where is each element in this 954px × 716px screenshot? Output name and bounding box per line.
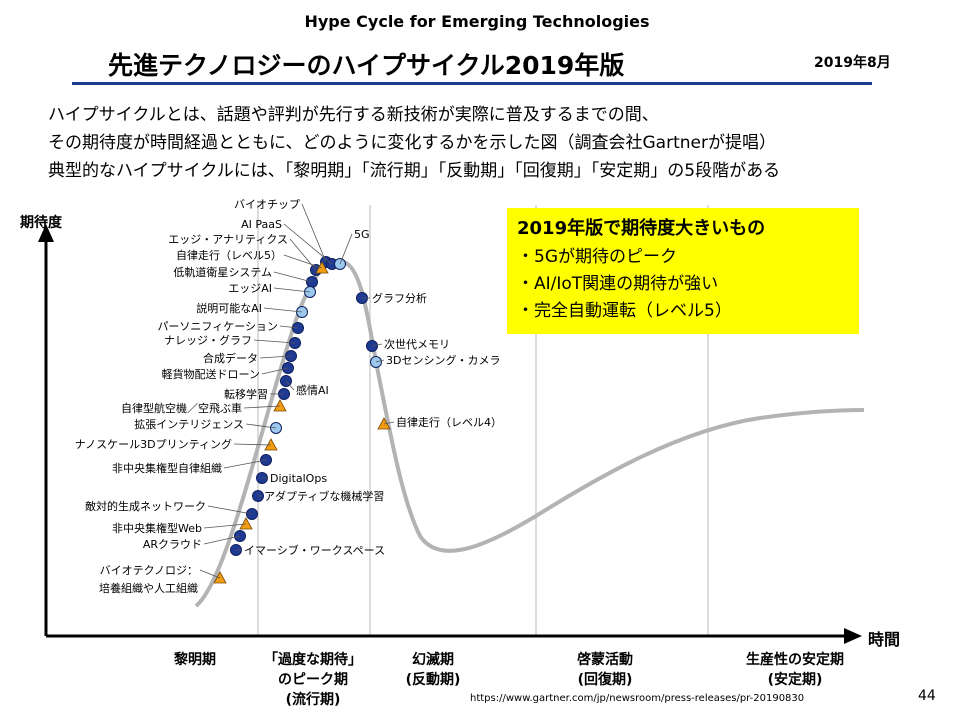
leader-line <box>203 535 241 545</box>
page-number: 44 <box>918 688 936 704</box>
tech-label: DigitalOps <box>270 472 327 485</box>
leader-line <box>233 443 272 446</box>
phase-innovation-trigger: 黎明期 <box>160 650 230 670</box>
title-underline <box>72 82 872 85</box>
tech-label: 自律走行（レベル4） <box>396 416 502 429</box>
leader-line <box>203 523 247 529</box>
page-title: 先進テクノロジーのハイプサイクル2019年版 <box>108 51 625 80</box>
tech-label: 低軌道衛星システム <box>173 265 272 279</box>
tech-label: 説明可能なAI <box>196 301 262 315</box>
phase-slope: 啓蒙活動 (回復期) <box>560 650 650 690</box>
tech-label: ARクラウド <box>143 538 202 551</box>
tech-label: アダプティブな機械学習 <box>264 489 384 503</box>
leader-line <box>339 233 353 265</box>
tech-marker-triangle <box>213 571 227 584</box>
phase-3-line-1: 幻滅期 <box>412 652 454 668</box>
tech-label: エッジ・アナリティクス <box>168 233 288 246</box>
tech-label: 敵対的生成ネットワーク <box>85 499 206 513</box>
tech-label: グラフ分析 <box>372 291 427 305</box>
tech-label: 非中央集権型自律組織 <box>112 461 222 475</box>
leader-line <box>223 459 267 469</box>
tech-label: 5G <box>354 228 370 241</box>
leader-line <box>243 405 281 409</box>
phase-plateau: 生産性の安定期 (安定期) <box>720 650 870 690</box>
leader-line <box>273 271 313 283</box>
phase-trough: 幻滅期 (反動期) <box>388 650 478 690</box>
phase-peak: 「過度な期待」 のピーク期 (流行期) <box>248 650 378 710</box>
phase-5-line-1: 生産性の安定期 <box>746 652 844 668</box>
tech-label: 次世代メモリ <box>384 337 450 351</box>
phase-2-line-3: (流行期) <box>285 692 341 708</box>
tech-label: ナレッジ・グラフ <box>164 333 252 347</box>
callout-item-autonomous: ・完全自動運転（レベル5） <box>517 301 732 321</box>
tech-label: バイオチップ <box>234 198 300 211</box>
tech-label: AI PaaS <box>241 218 282 231</box>
y-axis-label: 期待度 <box>20 215 62 231</box>
leader-line <box>301 203 327 263</box>
callout-title: 2019年版で期待度大きいもの <box>517 218 766 239</box>
tech-label: バイオテクノロジ： <box>100 564 198 577</box>
tech-label: イマーシブ・ワークスペース <box>244 543 385 557</box>
x-axis-label: 時間 <box>868 630 901 649</box>
tech-label: 転移学習 <box>224 387 268 401</box>
leader-line <box>273 287 311 293</box>
tech-marker-triangle <box>239 517 253 530</box>
intro-line-3: 典型的なハイプサイクルには、「黎明期」「流行期」「反動期」「回復期」「安定期」の… <box>48 161 781 181</box>
tech-label: 軽貨物配送ドローン <box>162 367 260 381</box>
leader-line <box>375 359 385 363</box>
tech-label: 3Dセンシング・カメラ <box>386 353 500 367</box>
leader-line <box>279 325 299 329</box>
tech-marker-triangle <box>264 438 278 451</box>
leader-line <box>261 367 289 375</box>
leader-line <box>289 238 317 271</box>
date-label: 2019年8月 <box>814 55 891 71</box>
phase-5-line-2: (安定期) <box>767 672 823 688</box>
source-url: https://www.gartner.com/jp/newsroom/pres… <box>470 693 805 704</box>
hype-curve <box>194 259 865 608</box>
tech-label: エッジAI <box>228 282 272 295</box>
tech-label: ナノスケール3Dプリンティング <box>75 437 232 451</box>
leader-line <box>283 223 333 265</box>
leader-line <box>263 307 303 313</box>
leader-line <box>383 421 395 425</box>
tech-label: 自律型航空機／空飛ぶ車 <box>121 401 242 415</box>
phase-4-line-2: (回復期) <box>577 672 633 688</box>
intro-line-1: ハイプサイクルとは、話題や評判が先行する新技術が実際に普及するまでの間、 <box>48 105 659 125</box>
tech-label: 培養組織や人工組織 <box>99 581 198 595</box>
phase-1-label: 黎明期 <box>174 652 216 668</box>
highlight-callout: 2019年版で期待度大きいもの ・5Gが期待のピーク ・AI/IoT関連の期待が… <box>507 208 859 334</box>
tech-label: 自律走行（レベル5） <box>176 249 282 262</box>
x-axis-arrow <box>844 628 862 644</box>
callout-item-ai-iot: ・AI/IoT関連の期待が強い <box>517 274 719 294</box>
tech-label: 非中央集権型Web <box>112 521 202 535</box>
tech-label: 感情AI <box>296 384 329 397</box>
phase-2-line-1: 「過度な期待」 <box>264 652 362 668</box>
leader-line <box>283 254 323 269</box>
phase-2-line-2: のピーク期 <box>278 672 348 688</box>
tech-marker-triangle <box>315 261 329 274</box>
leader-line <box>207 505 253 515</box>
leader-line <box>199 569 221 579</box>
leader-line <box>245 423 277 429</box>
callout-item-5g: ・5Gが期待のピーク <box>517 247 677 267</box>
y-axis-arrow <box>38 224 54 242</box>
leader-line <box>259 355 292 359</box>
tech-label: 合成データ <box>203 351 258 365</box>
leader-line <box>371 343 383 347</box>
leader-line <box>253 339 296 344</box>
tech-marker-triangle <box>273 399 287 412</box>
tech-label: パーソニフィケーション <box>157 320 278 333</box>
tech-label: 拡張インテリジェンス <box>134 417 244 431</box>
phase-4-line-1: 啓蒙活動 <box>577 652 633 668</box>
intro-line-2: その期待度が時間経過とともに、どのように変化するかを示した図（調査会社Gartn… <box>48 133 776 153</box>
subtitle-english: Hype Cycle for Emerging Technologies <box>304 12 650 31</box>
phase-3-line-2: (反動期) <box>405 672 461 688</box>
leader-line <box>285 380 295 391</box>
